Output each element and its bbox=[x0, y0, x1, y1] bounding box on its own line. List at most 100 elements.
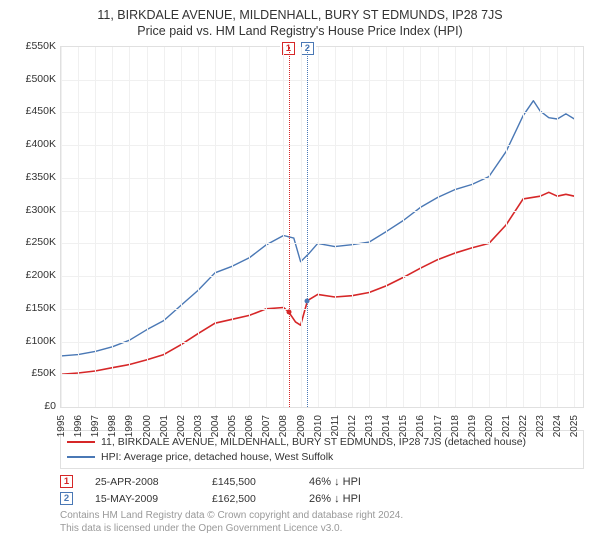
gridline-h bbox=[61, 276, 583, 277]
event-marker-line bbox=[307, 47, 308, 407]
gridline-v bbox=[301, 47, 302, 407]
x-tick-label: 2003 bbox=[193, 415, 204, 437]
x-tick-label: 2006 bbox=[244, 415, 255, 437]
event-price: £145,500 bbox=[212, 476, 287, 488]
page-subtitle: Price paid vs. HM Land Registry's House … bbox=[14, 24, 586, 38]
x-tick-label: 1996 bbox=[73, 415, 84, 437]
x-tick-label: 2012 bbox=[347, 415, 358, 437]
chart: £0 £50K £100K £150K £200K £250K £300K £350K £400… bbox=[14, 46, 586, 426]
footnote: Contains HM Land Registry data © Crown c… bbox=[60, 509, 584, 535]
gridline-h bbox=[61, 374, 583, 375]
x-tick-label: 2022 bbox=[518, 415, 529, 437]
gridline-h bbox=[61, 243, 583, 244]
gridline-v bbox=[112, 47, 113, 407]
x-tick-label: 1999 bbox=[124, 415, 135, 437]
x-tick-label: 2024 bbox=[552, 415, 563, 437]
gridline-v bbox=[147, 47, 148, 407]
x-tick-label: 2013 bbox=[364, 415, 375, 437]
events-table: 125-APR-2008£145,50046% ↓ HPI215-MAY-200… bbox=[60, 475, 584, 505]
gridline-v bbox=[574, 47, 575, 407]
x-tick-label: 1997 bbox=[90, 415, 101, 437]
gridline-v bbox=[335, 47, 336, 407]
gridline-v bbox=[95, 47, 96, 407]
gridline-v bbox=[266, 47, 267, 407]
gridline-v bbox=[420, 47, 421, 407]
gridline-v bbox=[198, 47, 199, 407]
x-tick-label: 2007 bbox=[261, 415, 272, 437]
y-tick-label: £50K bbox=[31, 367, 56, 379]
y-tick-label: £400K bbox=[26, 138, 56, 150]
y-tick-label: £450K bbox=[26, 105, 56, 117]
gridline-v bbox=[181, 47, 182, 407]
y-tick-label: £550K bbox=[26, 40, 56, 52]
x-tick-label: 2021 bbox=[501, 415, 512, 437]
x-tick-label: 2023 bbox=[535, 415, 546, 437]
y-tick-label: £250K bbox=[26, 236, 56, 248]
gridline-v bbox=[523, 47, 524, 407]
x-tick-label: 2002 bbox=[176, 415, 187, 437]
x-tick-label: 2019 bbox=[467, 415, 478, 437]
gridline-v bbox=[403, 47, 404, 407]
legend-swatch bbox=[67, 456, 95, 458]
gridline-v bbox=[438, 47, 439, 407]
gridline-v bbox=[232, 47, 233, 407]
y-tick-label: £200K bbox=[26, 269, 56, 281]
legend-label: HPI: Average price, detached house, West… bbox=[101, 450, 333, 465]
x-tick-label: 2010 bbox=[313, 415, 324, 437]
y-tick-label: £100K bbox=[26, 335, 56, 347]
y-tick-label: £300K bbox=[26, 204, 56, 216]
legend-swatch bbox=[67, 441, 95, 443]
footnote-line-2: This data is licensed under the Open Gov… bbox=[60, 523, 342, 534]
event-marker-line bbox=[289, 47, 290, 407]
event-date: 15-MAY-2009 bbox=[95, 493, 190, 505]
gridline-h bbox=[61, 211, 583, 212]
x-tick-label: 2017 bbox=[433, 415, 444, 437]
gridline-h bbox=[61, 145, 583, 146]
gridline-h bbox=[61, 112, 583, 113]
gridline-h bbox=[61, 178, 583, 179]
gridline-h bbox=[61, 309, 583, 310]
gridline-v bbox=[369, 47, 370, 407]
x-tick-label: 1995 bbox=[56, 415, 67, 437]
x-tick-label: 2015 bbox=[398, 415, 409, 437]
gridline-v bbox=[489, 47, 490, 407]
y-tick-label: £350K bbox=[26, 171, 56, 183]
y-axis: £0 £50K £100K £150K £200K £250K £300K £350K £400… bbox=[14, 46, 56, 426]
y-tick-label: £500K bbox=[26, 73, 56, 85]
gridline-v bbox=[557, 47, 558, 407]
event-badge: 2 bbox=[60, 492, 73, 505]
event-row: 215-MAY-2009£162,50026% ↓ HPI bbox=[60, 492, 584, 505]
x-tick-label: 2011 bbox=[330, 415, 341, 437]
gridline-v bbox=[164, 47, 165, 407]
event-date: 25-APR-2008 bbox=[95, 476, 190, 488]
event-badge: 1 bbox=[60, 475, 73, 488]
plot-area: 12 bbox=[60, 46, 584, 408]
event-row: 125-APR-2008£145,50046% ↓ HPI bbox=[60, 475, 584, 488]
x-tick-label: 2016 bbox=[415, 415, 426, 437]
event-marker-point bbox=[286, 309, 291, 314]
gridline-v bbox=[455, 47, 456, 407]
event-marker-point bbox=[304, 298, 309, 303]
legend-row: HPI: Average price, detached house, West… bbox=[67, 450, 577, 465]
gridline-h bbox=[61, 80, 583, 81]
x-tick-label: 2009 bbox=[296, 415, 307, 437]
x-tick-label: 2018 bbox=[450, 415, 461, 437]
gridline-v bbox=[540, 47, 541, 407]
gridline-v bbox=[318, 47, 319, 407]
gridline-v bbox=[506, 47, 507, 407]
gridline-v bbox=[386, 47, 387, 407]
page-title: 11, BIRKDALE AVENUE, MILDENHALL, BURY ST… bbox=[14, 8, 586, 22]
gridline-v bbox=[61, 47, 62, 407]
footnote-line-1: Contains HM Land Registry data © Crown c… bbox=[60, 510, 403, 521]
x-tick-label: 2014 bbox=[381, 415, 392, 437]
gridline-v bbox=[129, 47, 130, 407]
x-tick-label: 1998 bbox=[107, 415, 118, 437]
x-tick-label: 2001 bbox=[159, 415, 170, 437]
x-tick-label: 2004 bbox=[210, 415, 221, 437]
y-tick-label: £150K bbox=[26, 302, 56, 314]
x-tick-label: 2020 bbox=[484, 415, 495, 437]
gridline-h bbox=[61, 342, 583, 343]
x-tick-label: 2025 bbox=[569, 415, 580, 437]
y-tick-label: £0 bbox=[44, 400, 56, 412]
chart-lines bbox=[61, 47, 583, 407]
